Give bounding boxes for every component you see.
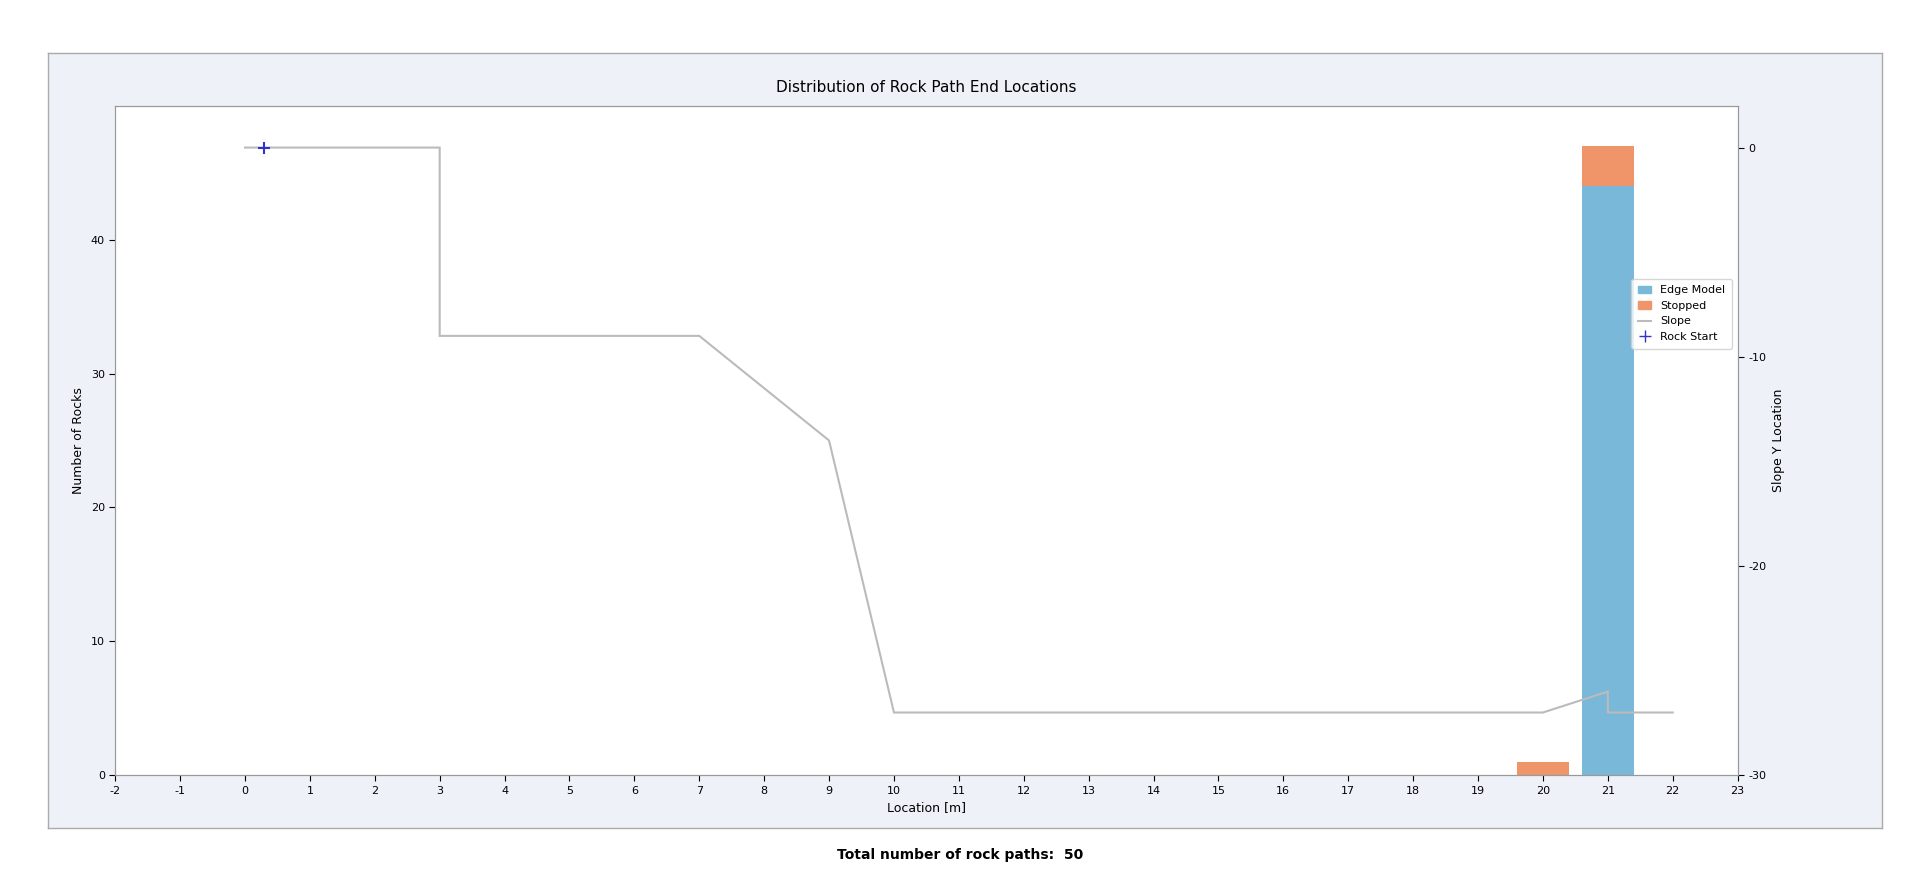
Y-axis label: Slope Y Location: Slope Y Location — [1772, 389, 1786, 492]
Text: Total number of rock paths:  50: Total number of rock paths: 50 — [837, 848, 1083, 862]
Title: Distribution of Rock Path End Locations: Distribution of Rock Path End Locations — [776, 80, 1077, 95]
X-axis label: Location [m]: Location [m] — [887, 801, 966, 814]
Legend: Edge Model, Stopped, Slope, Rock Start: Edge Model, Stopped, Slope, Rock Start — [1632, 278, 1732, 349]
Bar — [1582, 146, 1634, 186]
Bar — [1582, 186, 1634, 775]
Bar — [1517, 762, 1569, 775]
Y-axis label: Number of Rocks: Number of Rocks — [73, 387, 84, 494]
